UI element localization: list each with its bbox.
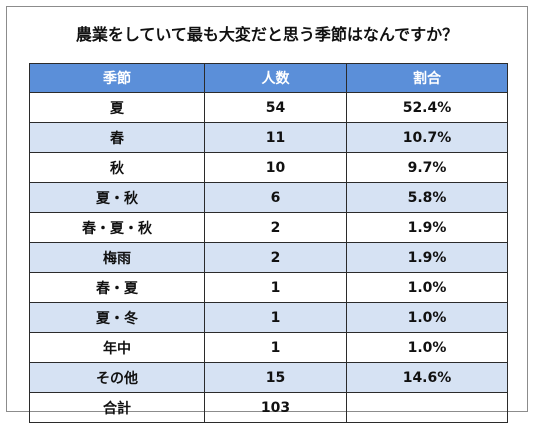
cell-season: その他	[29, 362, 205, 393]
cell-count: 6	[204, 182, 347, 213]
column-header-ratio: 割合	[346, 63, 508, 93]
header-row: 季節 人数 割合	[29, 63, 508, 93]
cell-season: 春	[29, 122, 205, 153]
cell-ratio: 5.8%	[346, 182, 508, 213]
table-row: 夏・秋 6 5.8%	[29, 182, 508, 213]
cell-count: 10	[204, 152, 347, 183]
cell-season: 夏・冬	[29, 302, 205, 333]
table-row: 梅雨 2 1.9%	[29, 242, 508, 273]
total-ratio	[346, 392, 508, 423]
cell-season: 秋	[29, 152, 205, 183]
cell-count: 54	[204, 92, 347, 123]
total-count: 103	[204, 392, 347, 423]
cell-count: 2	[204, 242, 347, 273]
cell-count: 1	[204, 332, 347, 363]
cell-ratio: 9.7%	[346, 152, 508, 183]
total-row: 合計 103	[29, 392, 508, 423]
table-title: 農業をしていて最も大変だと思う季節はなんですか？	[75, 24, 459, 44]
cell-season: 梅雨	[29, 242, 205, 273]
cell-season: 夏	[29, 92, 205, 123]
cell-count: 2	[204, 212, 347, 243]
cell-count: 11	[204, 122, 347, 153]
cell-season: 春・夏	[29, 272, 205, 303]
survey-table: 季節 人数 割合 夏 54 52.4% 春 11 10.7% 秋 10 9.7% 夏・秋 6 5.8%…	[29, 63, 508, 423]
cell-season: 春・夏・秋	[29, 212, 205, 243]
table-row: 秋 10 9.7%	[29, 152, 508, 183]
table-row: 春 11 10.7%	[29, 122, 508, 153]
cell-count: 1	[204, 302, 347, 333]
cell-ratio: 14.6%	[346, 362, 508, 393]
table-frame: 農業をしていて最も大変だと思う季節はなんですか？ 季節 人数 割合 夏 54 52.…	[6, 6, 528, 423]
table-row: 春・夏・秋 2 1.9%	[29, 212, 508, 243]
cell-count: 15	[204, 362, 347, 393]
table-row: その他 15 14.6%	[29, 362, 508, 393]
cell-ratio: 10.7%	[346, 122, 508, 153]
column-header-count: 人数	[204, 63, 347, 93]
table-row: 年中 1 1.0%	[29, 332, 508, 363]
cell-ratio: 1.0%	[346, 332, 508, 363]
cell-count: 1	[204, 272, 347, 303]
cell-ratio: 52.4%	[346, 92, 508, 123]
cell-ratio: 1.9%	[346, 242, 508, 273]
table-body: 夏 54 52.4% 春 11 10.7% 秋 10 9.7% 夏・秋 6 5.8% 春・夏・秋 2 1.9…	[29, 92, 508, 423]
cell-ratio: 1.9%	[346, 212, 508, 243]
table-row: 夏 54 52.4%	[29, 92, 508, 123]
table-row: 春・夏 1 1.0%	[29, 272, 508, 303]
cell-season: 年中	[29, 332, 205, 363]
cell-ratio: 1.0%	[346, 302, 508, 333]
cell-season: 夏・秋	[29, 182, 205, 213]
cell-ratio: 1.0%	[346, 272, 508, 303]
table-row: 夏・冬 1 1.0%	[29, 302, 508, 333]
total-label: 合計	[29, 392, 205, 423]
column-header-season: 季節	[29, 63, 205, 93]
